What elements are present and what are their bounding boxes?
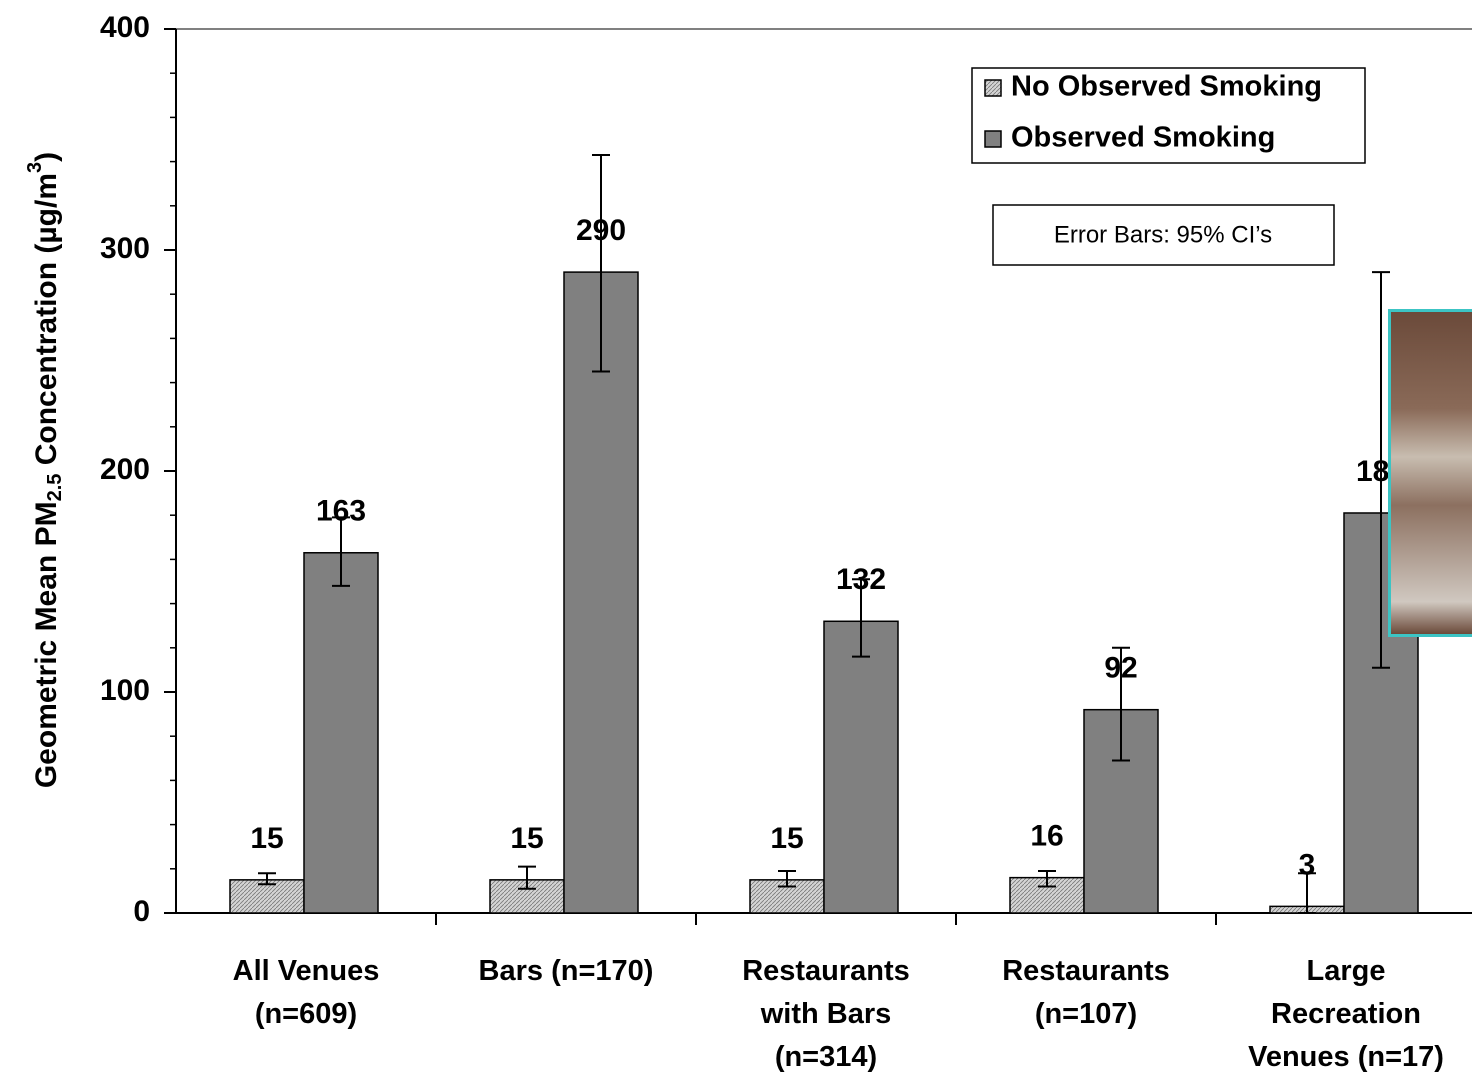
y-axis-label-sub: 2.5 xyxy=(44,474,66,502)
y-axis-label-part: ) xyxy=(30,152,63,162)
y-axis-label-part: Concentration (µg/m xyxy=(30,173,63,474)
value-label: 16 xyxy=(1030,820,1063,853)
note: Error Bars: 95% CI’s xyxy=(1054,221,1272,248)
legend-box xyxy=(971,67,1366,164)
x-tick-label: Restaurants with Bars (n=314) xyxy=(742,955,910,1073)
y-tick-label: 0 xyxy=(133,895,150,928)
bar xyxy=(229,879,305,914)
x-tick-label: Large Recreation Venues (n=17) xyxy=(1248,955,1444,1073)
value-label: 290 xyxy=(576,214,626,247)
value-label: 132 xyxy=(836,563,886,596)
y-tick-label: 300 xyxy=(100,232,150,265)
y-axis-label-part: Geometric Mean PM xyxy=(30,501,63,788)
y-tick-label: 100 xyxy=(100,674,150,707)
y-axis-label: Geometric Mean PM2.5 Concentration (µg/m… xyxy=(24,152,66,788)
x-tick-label: Restaurants (n=107) xyxy=(1002,955,1170,1030)
legend-label: No Observed Smoking xyxy=(1011,71,1322,103)
value-label: 15 xyxy=(250,822,283,855)
value-label: 15 xyxy=(510,822,543,855)
value-label: 92 xyxy=(1104,652,1137,685)
note-box xyxy=(992,204,1335,266)
value-label: 3 xyxy=(1299,848,1316,881)
value-label: 15 xyxy=(770,822,803,855)
y-tick-label: 400 xyxy=(100,11,150,44)
y-axis-label-sup: 3 xyxy=(24,162,46,173)
x-tick-label: All Venues (n=609) xyxy=(232,955,380,1030)
photo xyxy=(1388,309,1472,637)
legend-swatch xyxy=(984,79,1002,97)
bar xyxy=(303,552,379,914)
y-tick-label: 200 xyxy=(100,453,150,486)
value-label: 163 xyxy=(316,495,366,528)
legend-swatch xyxy=(984,130,1002,148)
legend-label: Observed Smoking xyxy=(1011,122,1275,154)
bar xyxy=(823,620,899,914)
x-tick-label: Bars (n=170) xyxy=(478,955,654,987)
